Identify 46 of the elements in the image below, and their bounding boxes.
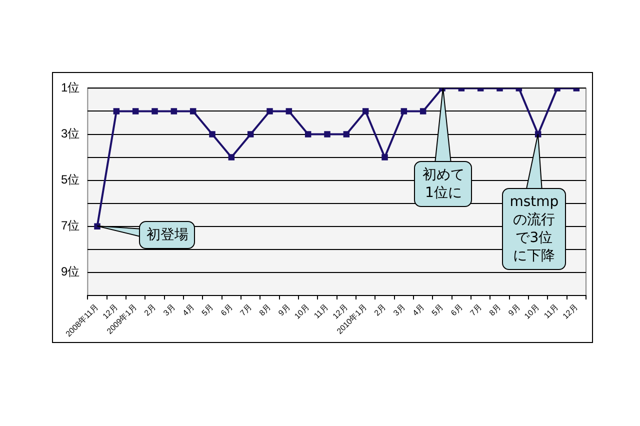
point [228,154,235,160]
x-tick-label: 11月 [312,302,330,320]
point [209,131,216,138]
point [170,108,178,114]
point [113,108,120,114]
point [190,108,196,114]
x-tick-label: 4月 [410,302,426,318]
point [420,108,426,114]
x-tick-label: 2月 [142,302,158,318]
x-tick-label: 6月 [219,302,234,318]
x-tick-label: 4月 [180,302,196,318]
x-tick-label: 5月 [200,302,216,318]
point [382,154,388,160]
x-tick-label: 10月 [292,302,312,321]
x-tick-label: 2月 [372,302,388,318]
annotation: 初登場 [139,221,196,250]
y-tick-label: 3位 [60,126,80,141]
point [286,108,292,114]
x-tick-label: 8月 [488,302,503,318]
x-tick-label: 12月 [561,302,580,321]
y-tick-label: 5位 [60,172,80,187]
point [324,131,330,138]
annotation: mstmpの流行で3位に下降 [502,188,566,270]
point [247,131,254,138]
x-tick-label: 7月 [238,302,254,318]
x-tick-label: 11月 [542,302,560,320]
y-tick-label: 1位 [60,80,80,95]
x-tick-label: 5月 [430,302,446,318]
annotation: 初めて1位に [414,160,472,207]
point [362,108,369,114]
y-tick-label: 9位 [60,264,80,279]
point [266,108,273,114]
x-tick-label: 10月 [522,302,542,321]
x-tick-label: 8月 [258,302,273,318]
point [400,108,408,114]
y-tick-label: 7位 [60,218,80,233]
x-tick-label: 9月 [506,302,522,318]
point [304,131,312,138]
x-tick-label: 3月 [162,302,177,318]
point [132,108,139,114]
x-tick-label: 6月 [449,302,464,318]
x-tick-label: 3月 [392,302,407,318]
x-tick-label: 9月 [276,302,292,318]
point [152,108,158,114]
x-tick-label: 7月 [468,302,484,318]
point [343,131,350,138]
